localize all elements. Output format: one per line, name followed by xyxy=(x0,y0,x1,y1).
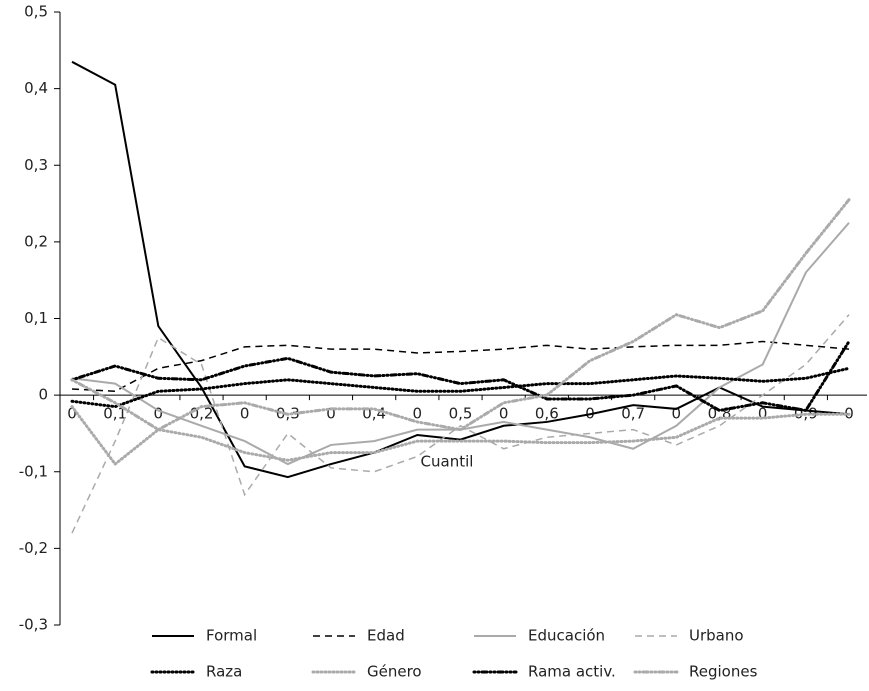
x-tick-label: 0,5 xyxy=(449,405,473,423)
x-tick-label: 0,4 xyxy=(362,405,386,423)
legend-label: Educación xyxy=(528,627,605,645)
y-tick-label: -0,2 xyxy=(19,539,48,557)
series-line xyxy=(70,366,851,409)
x-tick-label: 0 xyxy=(672,405,682,423)
x-axis-label: Cuantil xyxy=(421,453,474,471)
series-line xyxy=(70,405,851,467)
x-tick-label: 0,6 xyxy=(535,405,559,423)
legend-label: Edad xyxy=(367,627,405,645)
x-tick-label: 0,7 xyxy=(621,405,645,423)
y-tick-label: 0,1 xyxy=(24,309,48,327)
legend-label: Urbano xyxy=(689,627,744,645)
y-tick-label: 0,2 xyxy=(24,232,48,250)
series-line xyxy=(70,339,851,413)
legend-label: Rama activ. xyxy=(528,663,616,681)
x-tick-label: 0 xyxy=(413,405,423,423)
legend-label: Regiones xyxy=(689,663,758,681)
series-line xyxy=(71,340,850,393)
legend-label: Formal xyxy=(206,627,257,645)
x-tick-label: 0 xyxy=(758,405,768,423)
x-tick-label: 0 xyxy=(499,405,509,423)
legend-label: Raza xyxy=(206,663,242,681)
y-tick-label: -0,1 xyxy=(19,462,48,480)
y-tick-label: 0,4 xyxy=(24,79,48,97)
x-tick-label: 0 xyxy=(154,405,164,423)
y-tick-label: 0 xyxy=(38,386,48,404)
x-tick-label: 0,1 xyxy=(103,405,127,423)
x-tick-label: 0 xyxy=(326,405,336,423)
y-tick-label: -0,3 xyxy=(19,616,48,634)
series-line xyxy=(71,314,850,534)
y-tick-label: 0,5 xyxy=(24,3,48,21)
x-tick-label: 0 xyxy=(240,405,250,423)
y-tick-label: 0,3 xyxy=(24,156,48,174)
legend-label: Género xyxy=(367,663,422,681)
series-line xyxy=(70,198,851,432)
x-tick-label: 0 xyxy=(67,405,77,423)
